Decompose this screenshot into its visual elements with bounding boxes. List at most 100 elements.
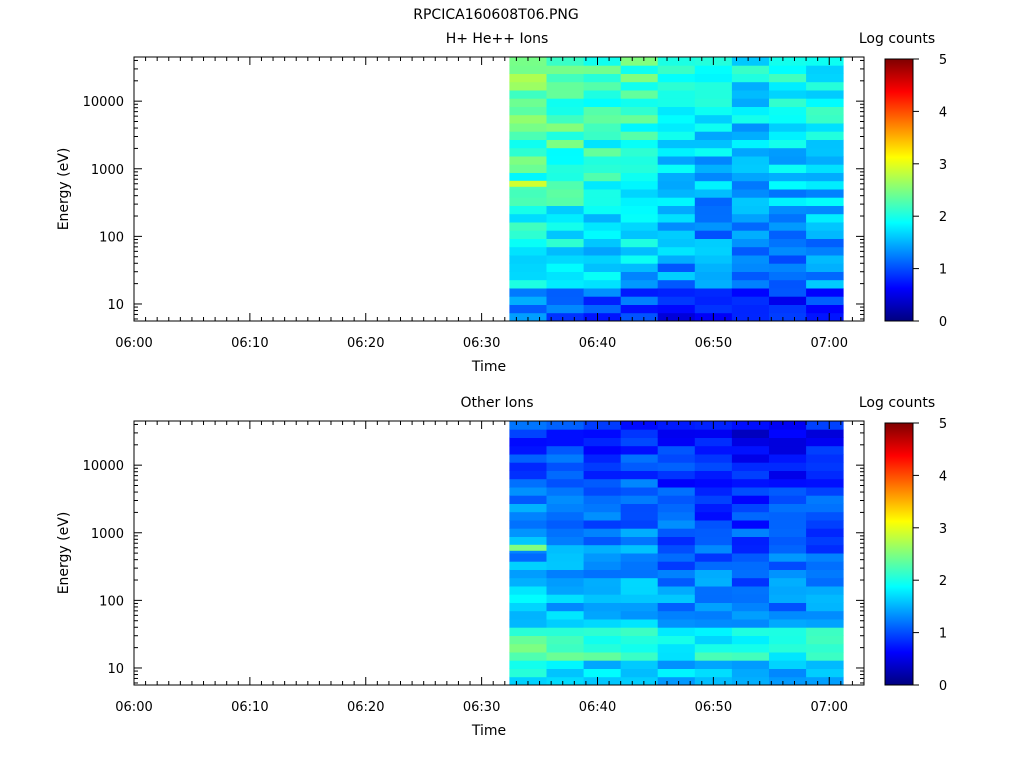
heatmap-cell — [509, 586, 547, 595]
heatmap-cell — [694, 544, 733, 554]
heatmap-cell — [694, 462, 733, 471]
heatmap-cell — [546, 65, 584, 74]
heatmap-cell — [806, 544, 844, 554]
heatmap-cell — [657, 495, 696, 504]
heatmap-cell — [769, 213, 807, 223]
heatmap-cell — [509, 437, 547, 447]
heatmap-cell — [806, 553, 844, 562]
heatmap-cell — [620, 652, 659, 661]
heatmap-cell — [731, 437, 770, 447]
heatmap-cell — [769, 561, 807, 570]
heatmap-cell — [657, 106, 696, 116]
heatmap-cell — [546, 90, 584, 99]
heatmap-cell — [769, 197, 807, 206]
heatmap-cell — [620, 586, 659, 595]
heatmap-cell — [546, 230, 584, 239]
heatmap-cell — [731, 73, 770, 83]
heatmap-cell — [694, 610, 733, 620]
heatmap-cell — [769, 495, 807, 504]
heatmap-cell — [620, 312, 659, 322]
heatmap-cell — [546, 73, 584, 83]
heatmap-cell — [769, 73, 807, 83]
heatmap-cell — [769, 271, 807, 281]
x-tick-label: 06:50 — [695, 700, 732, 715]
heatmap-cell — [657, 668, 696, 678]
heatmap-cell — [694, 635, 733, 645]
heatmap-cell — [509, 668, 547, 678]
heatmap-cell — [694, 164, 733, 173]
x-axis: 06:00 06:10 06:20 06:30 06:40 06:50 07:00 — [115, 421, 865, 715]
heatmap-cell — [694, 553, 733, 562]
heatmap-cell — [769, 619, 807, 628]
heatmap-cell — [694, 222, 733, 231]
heatmap-cell — [509, 577, 547, 587]
heatmap-cell — [769, 123, 807, 132]
heatmap-cells — [509, 57, 844, 322]
heatmap-cell — [731, 586, 770, 595]
heatmap-cell — [620, 503, 659, 513]
heatmap-cell — [769, 131, 807, 140]
heatmap-cell — [509, 222, 547, 231]
heatmap-cell — [620, 246, 659, 256]
colorbar: 0 1 2 3 4 5 Log counts — [859, 31, 947, 330]
heatmap-cell — [806, 222, 844, 231]
y-tick-label: 10000 — [83, 459, 124, 474]
heatmap-cell — [509, 304, 547, 314]
heatmap-cell — [769, 139, 807, 149]
panel-1: 06:00 06:10 06:20 06:30 06:40 06:50 07:00 Time 1… — [56, 31, 947, 375]
heatmap-cell — [806, 660, 844, 669]
heatmap-cell — [583, 189, 622, 198]
heatmap-cell — [769, 553, 807, 562]
heatmap-cell — [657, 213, 696, 223]
heatmap-cell — [769, 189, 807, 198]
heatmap-cell — [806, 577, 844, 587]
heatmap-cell — [583, 544, 622, 554]
heatmap-cell — [546, 238, 584, 248]
heatmap-cell — [583, 255, 622, 264]
heatmap-cell — [509, 495, 547, 504]
heatmap-cell — [657, 312, 696, 322]
heatmap-cell — [546, 172, 584, 182]
heatmap-cell — [657, 98, 696, 107]
heatmap-cell — [694, 528, 733, 537]
heatmap-cell — [694, 660, 733, 669]
heatmap-cell — [620, 602, 659, 612]
heatmap-cell — [620, 180, 659, 190]
heatmap-cell — [694, 561, 733, 570]
heatmap-cell — [694, 429, 733, 438]
heatmap-cell — [509, 421, 547, 430]
heatmap-cell — [806, 288, 844, 297]
heatmap-cell — [806, 123, 844, 132]
heatmap-cell — [620, 131, 659, 140]
heatmap-cell — [620, 222, 659, 231]
heatmap-cell — [620, 271, 659, 281]
heatmap-cell — [657, 90, 696, 99]
heatmap-cell — [694, 437, 733, 447]
heatmap-cell — [546, 577, 584, 587]
heatmap-cell — [583, 660, 622, 669]
heatmap-cell — [806, 495, 844, 504]
heatmap-cell — [731, 528, 770, 537]
heatmap-cell — [694, 90, 733, 99]
heatmap-cell — [620, 429, 659, 438]
heatmap-cell — [657, 421, 696, 430]
heatmap-cell — [583, 312, 622, 322]
heatmap-cell — [509, 106, 547, 116]
heatmap-cell — [731, 65, 770, 74]
heatmap-cell — [731, 610, 770, 620]
heatmap-cell — [806, 114, 844, 124]
heatmap-cell — [620, 544, 659, 554]
x-tick-label: 06:40 — [579, 700, 616, 715]
heatmap-cell — [731, 312, 770, 322]
heatmap-cell — [583, 454, 622, 463]
y-tick-label: 1000 — [91, 527, 124, 542]
heatmap-cell — [546, 106, 584, 116]
heatmap-cell — [583, 511, 622, 521]
heatmap-cell — [620, 189, 659, 198]
heatmap-cell — [583, 561, 622, 570]
heatmap-cell — [583, 445, 622, 455]
x-axis: 06:00 06:10 06:20 06:30 06:40 06:50 07:00 — [115, 57, 865, 351]
heatmap-cell — [546, 98, 584, 107]
heatmap-cell — [620, 676, 659, 686]
y-tick-label: 10 — [107, 298, 124, 313]
